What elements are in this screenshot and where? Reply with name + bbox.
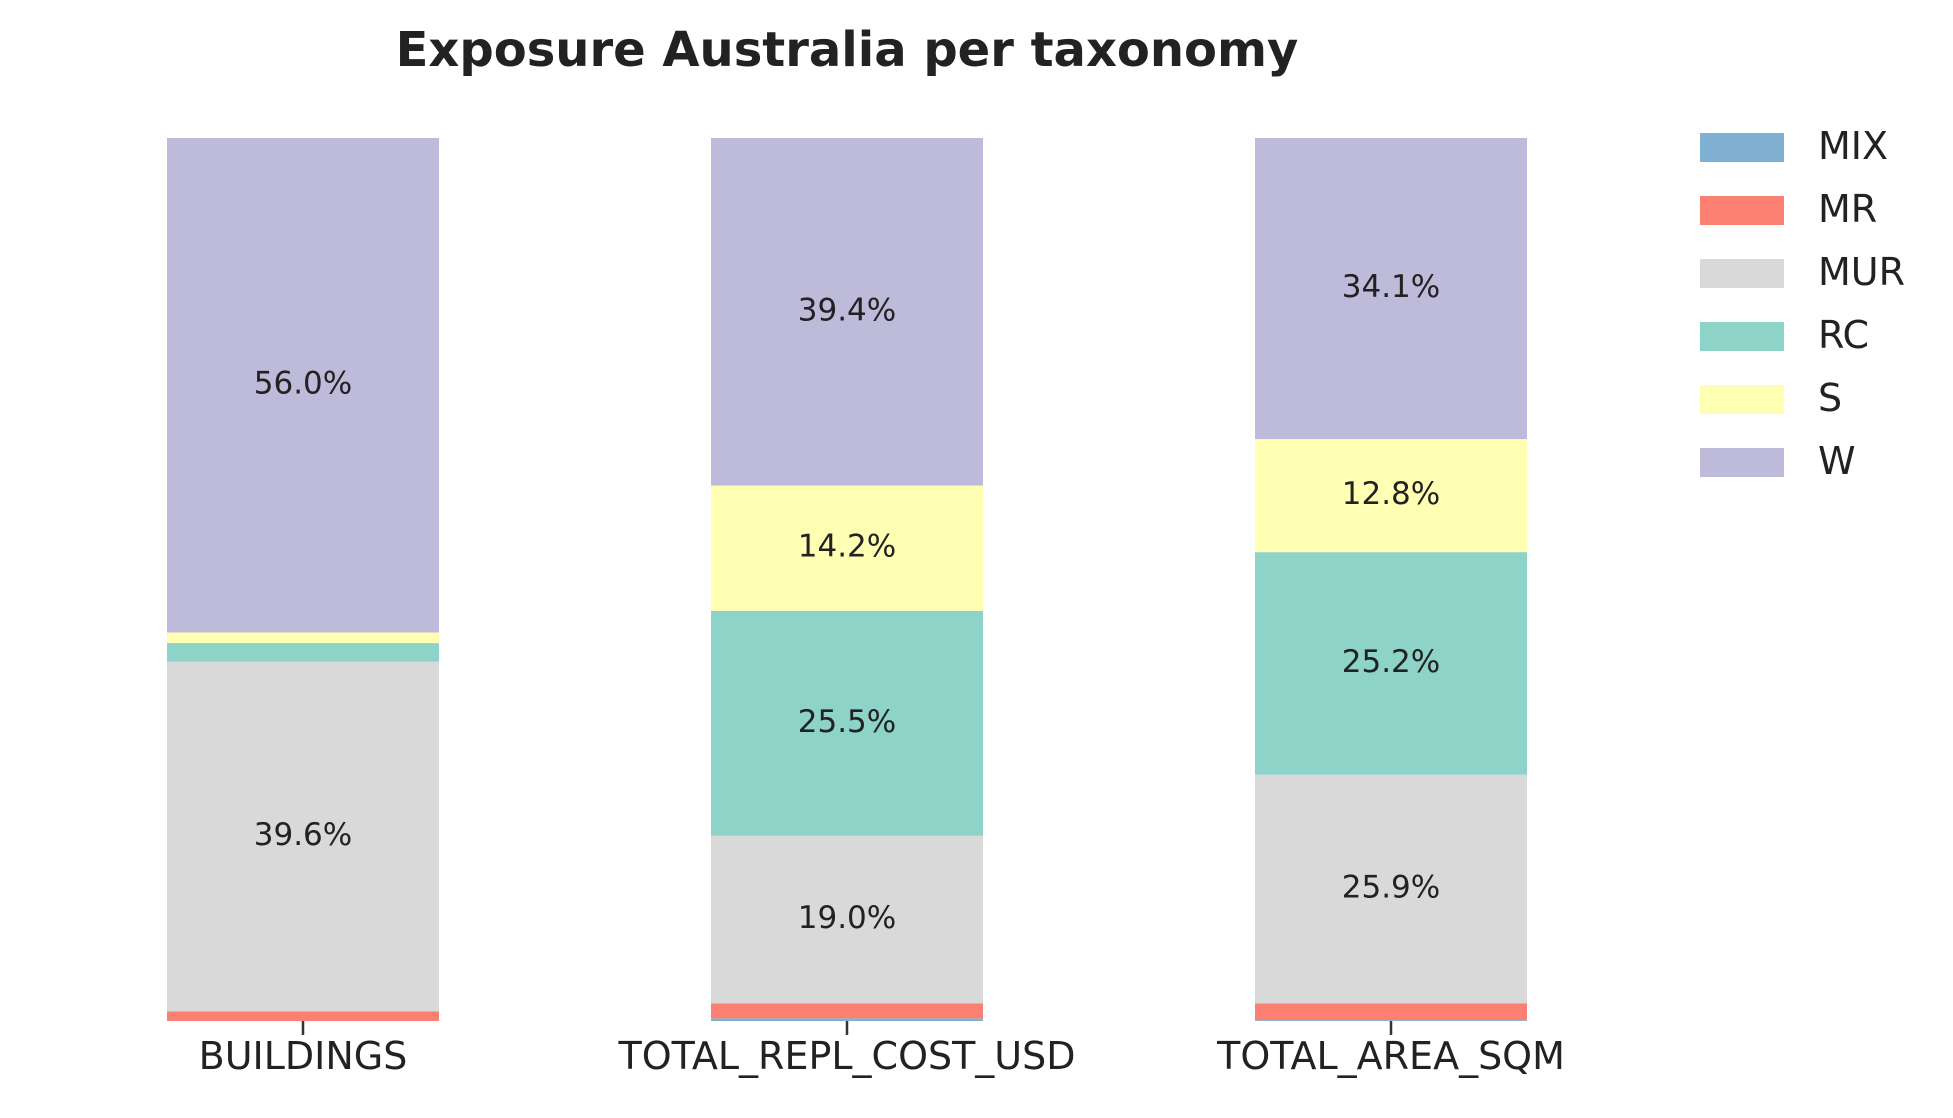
legend-label-mur: MUR [1818, 250, 1905, 294]
data-label-total-repl-cost-usd-s: 14.2% [798, 529, 896, 565]
legend-swatch-rc [1700, 322, 1784, 351]
data-label-total-area-sqm-mur: 25.9% [1342, 869, 1440, 905]
data-label-total-area-sqm-w: 34.1% [1342, 269, 1440, 305]
legend-swatch-s [1700, 385, 1784, 414]
legend: MIX MR MUR RC SW [1700, 124, 1905, 483]
legend-label-mix: MIX [1818, 124, 1888, 168]
data-label-total-repl-cost-usd-w: 39.4% [798, 292, 896, 328]
legend-swatch-mr [1700, 196, 1784, 225]
legend-swatch-mix [1700, 133, 1784, 162]
bar-total-area-sqm-w [1255, 138, 1527, 440]
bar-buildings-s [167, 632, 439, 644]
data-label-total-area-sqm-s: 12.8% [1342, 476, 1440, 512]
legend-label-w: W [1818, 439, 1856, 483]
bar-total-repl-cost-usd-mix [711, 1018, 983, 1021]
bar-total-repl-cost-usd-rc [711, 610, 983, 836]
bar-total-repl-cost-usd-mur [711, 835, 983, 1004]
bar-total-repl-cost-usd-mr [711, 1003, 983, 1019]
bar-total-area-sqm-mix [1255, 1020, 1527, 1021]
bars-layer [167, 138, 1527, 1021]
legend-label-mr: MR [1818, 187, 1877, 231]
data-labels-layer: 39.6% 56.0% 19.0% 25.5% 14.2% 39.4% 25.9% 25.2%… [254, 269, 1440, 936]
bar-total-area-sqm-mur [1255, 774, 1527, 1004]
data-label-total-repl-cost-usd-mur: 19.0% [798, 900, 896, 936]
data-label-total-area-sqm-rc: 25.2% [1342, 644, 1440, 680]
data-label-total-repl-cost-usd-rc: 25.5% [798, 704, 896, 740]
legend-swatch-mur [1700, 259, 1784, 288]
bar-buildings-mr [167, 1011, 439, 1021]
legend-swatch-w [1700, 448, 1784, 477]
bar-total-area-sqm-s [1255, 439, 1527, 553]
bar-buildings-rc [167, 643, 439, 662]
bar-buildings-mur [167, 661, 439, 1012]
data-label-buildings-w: 56.0% [254, 366, 352, 402]
bar-total-area-sqm-mr [1255, 1003, 1527, 1021]
bar-total-area-sqm-rc [1255, 552, 1527, 775]
data-label-buildings-mur: 39.6% [254, 817, 352, 853]
x-tick-label-total-repl-cost-usd: TOTAL_REPL_COST_USD [617, 1034, 1075, 1078]
legend-label-rc: RC [1818, 313, 1869, 357]
legend-label-s: S [1818, 376, 1842, 420]
bar-total-repl-cost-usd-w [711, 138, 983, 486]
chart-title: Exposure Australia per taxonomy [396, 22, 1299, 78]
x-axis: BUILDINGS TOTAL_REPL_COST_USD TOTAL_AREA_S… [199, 1021, 1565, 1078]
bar-total-repl-cost-usd-s [711, 485, 983, 611]
x-tick-label-total-area-sqm: TOTAL_AREA_SQM [1216, 1034, 1565, 1078]
bar-buildings-w [167, 138, 439, 633]
x-tick-label-buildings: BUILDINGS [199, 1034, 408, 1078]
